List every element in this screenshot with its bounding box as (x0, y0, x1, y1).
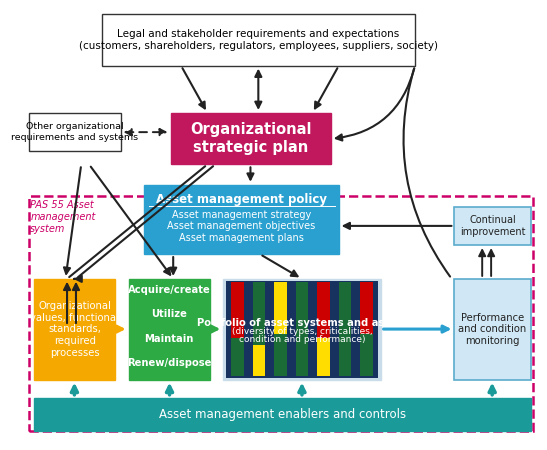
Bar (360, 333, 373, 376)
Bar (295, 283, 309, 354)
Text: Acquire/create: Acquire/create (128, 285, 211, 295)
Bar (295, 345, 309, 376)
Text: Renew/dispose: Renew/dispose (127, 358, 212, 368)
Text: Utilize: Utilize (152, 310, 187, 320)
Bar (28, 113, 121, 151)
Bar (144, 184, 339, 254)
Bar (317, 338, 330, 376)
Text: Portfolio of asset systems and assets: Portfolio of asset systems and assets (196, 318, 408, 328)
Bar (226, 281, 378, 378)
Bar (455, 207, 531, 245)
Bar (253, 345, 265, 376)
Bar (129, 279, 210, 380)
Bar (231, 283, 243, 341)
Bar (102, 14, 415, 66)
Text: Legal and stakeholder requirements and expectations
(customers, shareholders, re: Legal and stakeholder requirements and e… (79, 29, 438, 51)
Bar (253, 283, 265, 361)
Bar (231, 338, 243, 376)
Text: (diversity of types, criticalities,: (diversity of types, criticalities, (231, 327, 373, 336)
Text: Asset management strategy
Asset management objectives
Asset management plans: Asset management strategy Asset manageme… (167, 210, 316, 243)
Bar (34, 279, 115, 380)
Text: Performance
and condition
monitoring: Performance and condition monitoring (458, 313, 527, 346)
Text: Organizational
strategic plan: Organizational strategic plan (190, 122, 311, 155)
Text: Continual
improvement: Continual improvement (459, 215, 525, 237)
Bar (28, 196, 533, 432)
Bar (317, 283, 330, 341)
Bar (274, 333, 287, 376)
Text: PAS 55 Asset
management
system: PAS 55 Asset management system (30, 200, 96, 234)
Bar (34, 398, 531, 432)
Text: Asset management enablers and controls: Asset management enablers and controls (159, 408, 406, 421)
Text: Maintain: Maintain (144, 334, 194, 344)
Text: Other organizational
requirements and systems: Other organizational requirements and sy… (11, 122, 138, 142)
Text: Organizational
values, functional
standards,
required
processes: Organizational values, functional standa… (30, 301, 119, 357)
Bar (171, 113, 331, 164)
Bar (274, 283, 287, 334)
Text: condition and performance): condition and performance) (238, 335, 365, 344)
Text: Asset management policy: Asset management policy (156, 193, 327, 206)
Bar (223, 279, 381, 380)
Bar (360, 283, 373, 334)
Bar (339, 283, 351, 361)
Bar (339, 345, 351, 376)
Bar (455, 279, 531, 380)
